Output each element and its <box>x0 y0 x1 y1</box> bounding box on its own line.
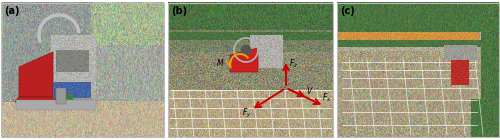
Text: $V$: $V$ <box>306 85 314 96</box>
Polygon shape <box>19 52 53 97</box>
Polygon shape <box>230 48 258 72</box>
Text: $F_y$: $F_y$ <box>242 107 252 121</box>
Text: $F_x$: $F_x$ <box>322 91 332 103</box>
Text: (c): (c) <box>340 6 355 16</box>
Text: (b): (b) <box>171 6 187 16</box>
Polygon shape <box>15 97 59 102</box>
Circle shape <box>241 45 251 55</box>
FancyBboxPatch shape <box>56 88 66 104</box>
Text: $M$: $M$ <box>216 57 224 68</box>
Text: $F_z$: $F_z$ <box>289 57 298 69</box>
Text: (a): (a) <box>4 6 20 16</box>
FancyBboxPatch shape <box>16 100 96 110</box>
